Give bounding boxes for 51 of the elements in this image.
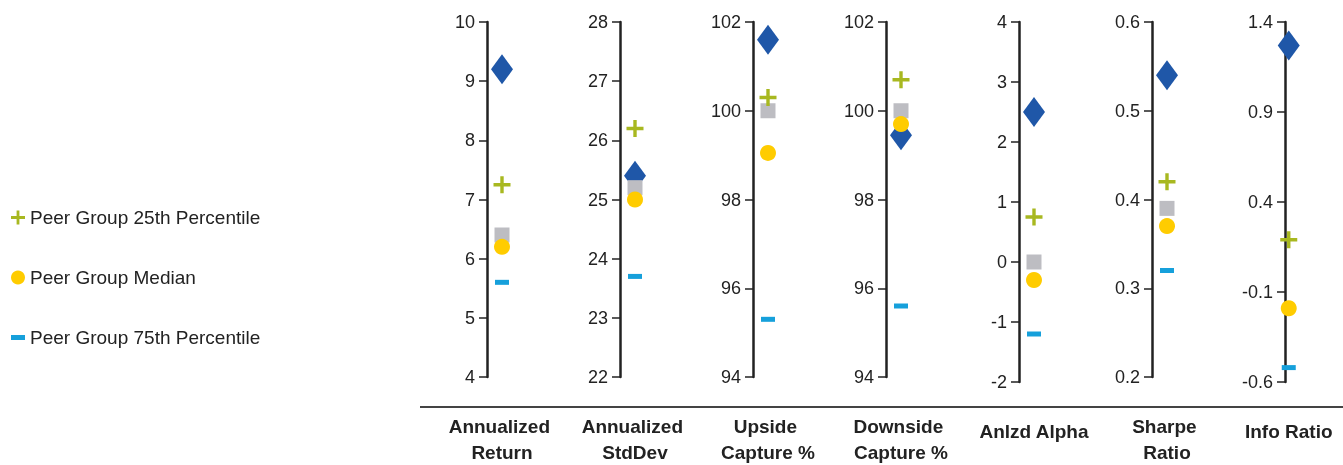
y-tick-label: 0.5 — [1114, 100, 1140, 121]
y-tick-label: 6 — [464, 248, 475, 269]
y-tick-label: 94 — [853, 367, 874, 387]
y-tick-label: 0.6 — [1114, 12, 1140, 32]
y-tick-label: 0.4 — [1114, 189, 1140, 210]
y-tick-label: 102 — [710, 12, 741, 32]
y-tick-label: 10 — [454, 12, 475, 32]
y-tick-label: 25 — [587, 189, 608, 210]
y-tick-label: 96 — [853, 278, 874, 299]
y-tick-label: 102 — [843, 12, 874, 32]
y-tick-label: 0.4 — [1247, 192, 1273, 212]
y-tick-label: 1.4 — [1247, 12, 1273, 32]
y-tick-label: 5 — [464, 307, 475, 328]
y-tick-label: 98 — [720, 189, 741, 210]
x-tick-label: Annualized Return — [448, 415, 556, 463]
y-tick-label: 28 — [587, 12, 608, 32]
y-tick-label: 4 — [996, 12, 1007, 32]
legend-label: Peer Group 75th Percentile — [30, 327, 261, 348]
y-tick-label: 24 — [587, 248, 608, 269]
y-tick-label: 7 — [464, 189, 475, 210]
y-tick-label: 1 — [996, 192, 1007, 212]
y-tick-label: 3 — [996, 72, 1007, 92]
y-tick-label: 96 — [720, 278, 741, 299]
legend-label: Peer Group 25th Percentile — [30, 207, 261, 228]
x-tick-label: Info Ratio — [1244, 420, 1333, 442]
y-tick-label: -1 — [990, 312, 1007, 332]
legend-label: Peer Group Median — [30, 267, 196, 288]
y-tick-label: 0.3 — [1114, 278, 1140, 299]
y-tick-label: -2 — [990, 372, 1007, 392]
y-tick-label: 98 — [853, 189, 874, 210]
y-tick-label: 94 — [720, 367, 741, 387]
y-tick-label: 0.9 — [1247, 102, 1273, 122]
y-tick-label: 0.2 — [1114, 367, 1140, 387]
x-tick-label: Sharpe Ratio — [1132, 415, 1202, 463]
y-tick-label: 26 — [587, 130, 608, 151]
y-tick-label: 9 — [464, 71, 475, 92]
y-tick-label: 100 — [710, 100, 741, 121]
y-tick-label: 23 — [587, 307, 608, 328]
y-tick-label: 8 — [464, 130, 475, 151]
y-tick-label: -0.6 — [1241, 372, 1273, 392]
x-tick-label: Upside Capture % — [721, 415, 816, 463]
y-tick-label: 22 — [587, 367, 608, 387]
y-tick-label: 27 — [587, 71, 608, 92]
y-tick-label: -0.1 — [1241, 282, 1273, 302]
y-tick-label: 4 — [464, 367, 475, 387]
x-tick-label: Annualized StdDev — [581, 415, 689, 463]
y-tick-label: 100 — [843, 100, 874, 121]
y-tick-label: 2 — [996, 132, 1007, 152]
x-tick-label: Anlzd Alpha — [979, 420, 1089, 442]
x-tick-label: Downside Capture % — [853, 415, 949, 463]
y-tick-label: 0 — [996, 252, 1007, 272]
